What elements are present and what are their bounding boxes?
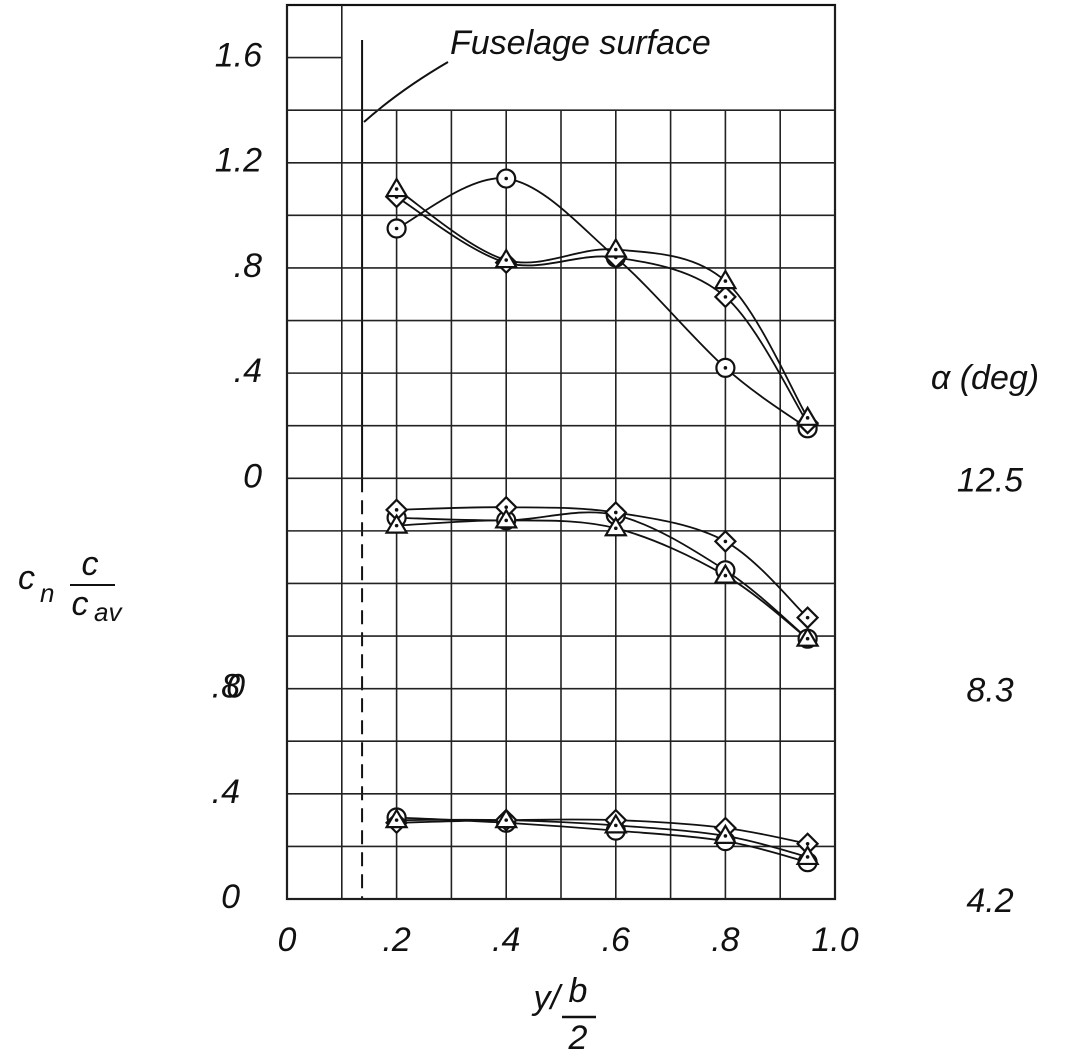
y-tick-label: .4 [234, 352, 262, 390]
y-label-part: c [72, 585, 89, 623]
series-curve [396, 818, 808, 858]
x-label-part: b [569, 972, 588, 1010]
marker-dot [504, 258, 509, 262]
y-tick-label: .4 [212, 773, 240, 811]
y-label-part: c [18, 559, 35, 597]
series-curve [396, 506, 809, 619]
x-tick-label: .4 [492, 921, 520, 959]
marker-dot [394, 818, 399, 822]
marker-dot [723, 834, 728, 838]
marker-dot [723, 295, 728, 299]
y-axis-label: c n c c av [18, 545, 123, 627]
annotation: Fuselage surface [450, 24, 711, 62]
x-tick-label: .8 [711, 921, 739, 959]
legend-title: α (deg) [931, 359, 1039, 397]
x-tick-label: 0 [278, 921, 297, 959]
x-label-part: 2 [568, 1019, 588, 1057]
y-tick-label: 1.2 [215, 142, 262, 180]
marker-dot [614, 247, 618, 252]
legend-label: 8.3 [966, 672, 1013, 710]
marker-dot [504, 505, 509, 510]
series-curve [396, 188, 809, 419]
marker-dot [723, 279, 728, 283]
series-curve [396, 196, 809, 424]
marker-dot [504, 818, 509, 822]
marker-dot [614, 526, 618, 531]
y-tick-label: 0 [226, 668, 245, 706]
marker-dot [394, 523, 399, 528]
marker-dot [504, 518, 509, 523]
marker-dot [614, 510, 618, 515]
x-label-part: y/ [532, 979, 564, 1017]
leader-line [363, 61, 449, 123]
y-label-part: av [94, 597, 123, 627]
y-tick-label: 1.6 [215, 37, 262, 75]
marker-dot [805, 615, 810, 620]
marker-dot [723, 366, 728, 370]
y-label-part: n [40, 578, 54, 608]
marker-dot [394, 187, 399, 191]
marker-dot [394, 226, 399, 231]
marker-dot [805, 416, 810, 420]
marker-dot [723, 539, 728, 544]
marker-dot [805, 841, 810, 846]
x-tick-label: .2 [382, 921, 410, 959]
y-tick-label: 0 [221, 878, 240, 916]
marker-dot [614, 823, 618, 828]
marker-dot [723, 573, 728, 578]
y-tick-label: .8 [234, 247, 262, 285]
x-tick-label: .6 [602, 921, 630, 959]
series-curve [396, 519, 809, 640]
legend-label: 4.2 [966, 882, 1013, 920]
y-label-part: c [82, 545, 99, 583]
marker-dot [805, 855, 810, 859]
x-axis-label: y/ b 2 [532, 972, 596, 1057]
marker-dot [394, 508, 399, 512]
y-tick-label: 0 [243, 457, 262, 495]
y-tick-label: .8 [212, 668, 240, 706]
x-tick-label: 1.0 [811, 921, 858, 959]
legend-label: 12.5 [957, 461, 1023, 499]
marker-dot [805, 636, 810, 641]
marker-dot [504, 176, 509, 181]
